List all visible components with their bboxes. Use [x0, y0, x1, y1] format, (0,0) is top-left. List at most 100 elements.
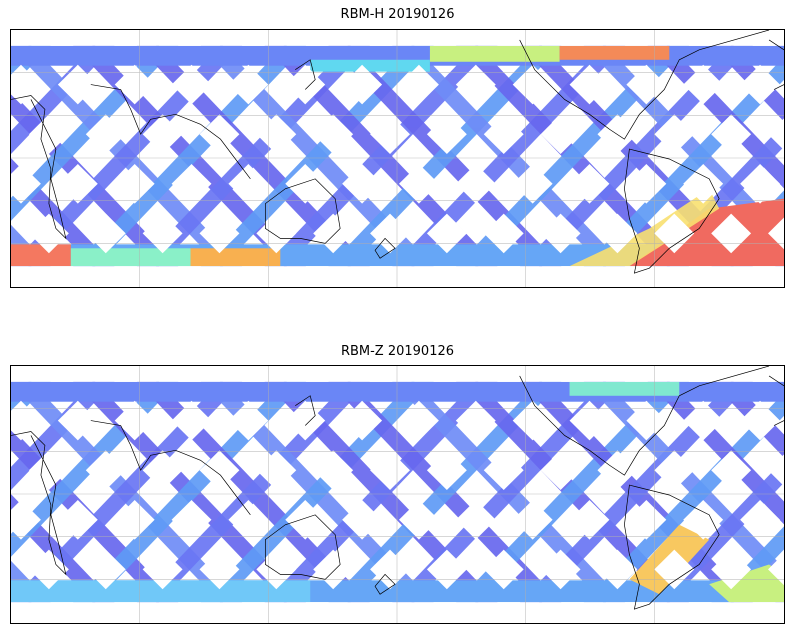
coverage-gap — [711, 450, 752, 491]
orbit-swath — [200, 45, 434, 267]
coverage-gap — [28, 450, 69, 491]
coverage-gap — [285, 400, 326, 441]
coverage-gap — [342, 64, 383, 105]
coverage-gap — [57, 499, 98, 540]
coast-africa — [11, 431, 67, 576]
coverage-gap — [114, 400, 155, 441]
coverage-gap — [11, 163, 41, 204]
cool-region — [569, 381, 680, 396]
orbit-swath — [11, 158, 115, 267]
orbit-swath — [328, 381, 562, 603]
coverage-gap — [57, 400, 98, 441]
panel-title-rbm-h: RBM-H 20190126 — [340, 7, 455, 22]
coverage-gap — [256, 549, 297, 590]
orbit-swath — [200, 381, 434, 603]
coverage-gap — [199, 114, 240, 155]
map-svg-rbm-h — [11, 30, 784, 287]
hot-region — [559, 45, 670, 60]
coast-australia — [264, 514, 341, 580]
coverage-gap — [540, 114, 581, 155]
coast-north-america — [519, 30, 770, 140]
coast-north-america — [519, 366, 770, 476]
warm-region — [569, 188, 720, 267]
coast-japan — [295, 395, 316, 426]
coverage-gap — [426, 549, 467, 590]
coverage-gap — [426, 450, 467, 491]
coverage-gap — [114, 499, 155, 540]
coverage-gap — [11, 400, 41, 441]
coverage-gap — [313, 114, 354, 155]
coast-asia — [90, 84, 251, 180]
coverage-gap — [711, 549, 752, 590]
coverage-gap — [597, 549, 638, 590]
coverage-gap — [455, 400, 496, 441]
coverage-gap — [768, 118, 784, 151]
coverage-gap — [313, 450, 354, 491]
coverage-gap — [654, 114, 695, 155]
coast-south-america — [624, 148, 720, 274]
coverage-gap — [11, 499, 41, 540]
coverage-gap — [57, 64, 98, 105]
hot-region — [190, 248, 281, 267]
coverage-gap — [57, 163, 98, 204]
coverage-gap — [313, 549, 354, 590]
map-svg-rbm-z — [11, 366, 784, 623]
coverage-gap — [285, 64, 326, 105]
coverage-gap — [540, 450, 581, 491]
map-panel-rbm-z — [10, 365, 785, 624]
coast-new-zealand — [374, 237, 396, 259]
coverage-gap — [114, 64, 155, 105]
coverage-gap — [28, 549, 69, 590]
cool-region — [11, 580, 311, 603]
coverage-gap — [370, 450, 410, 491]
coverage-gap — [228, 400, 269, 441]
coverage-gap — [398, 400, 439, 441]
coverage-gap — [768, 553, 784, 586]
coverage-gap — [142, 450, 183, 491]
coverage-gap — [28, 114, 69, 155]
coverage-gap — [142, 114, 183, 155]
coverage-gap — [654, 549, 695, 590]
cool-region — [310, 59, 430, 72]
coverage-gap — [285, 499, 326, 540]
coast-europe — [768, 39, 784, 90]
coverage-gap — [455, 64, 496, 105]
coverage-gap — [342, 163, 383, 204]
gridlines — [11, 366, 784, 623]
orbit-swath — [264, 45, 498, 267]
coast-africa — [11, 95, 67, 240]
coverage-gap — [199, 549, 240, 590]
coverage-gap — [370, 114, 410, 155]
coverage-gap — [342, 499, 383, 540]
coverage-gap — [114, 163, 155, 204]
coverage-gap — [171, 163, 212, 204]
coast-south-america — [624, 484, 720, 610]
coast-australia — [264, 178, 341, 244]
hot-region — [11, 244, 71, 267]
coast-japan — [295, 59, 316, 90]
coverage-gap — [171, 400, 212, 441]
coverage-gap — [768, 217, 784, 250]
coverage-gap — [256, 450, 297, 491]
satellite-swath-layer — [11, 381, 784, 603]
coverage-gap — [540, 549, 581, 590]
coverage-gap — [426, 114, 467, 155]
coverage-gap — [171, 499, 212, 540]
coast-europe — [768, 375, 784, 426]
coverage-gap — [455, 163, 496, 204]
coverage-gap — [342, 400, 383, 441]
warm-region — [70, 248, 191, 267]
satellite-swath-layer — [11, 45, 784, 267]
coast-asia — [90, 420, 251, 516]
coverage-gap — [285, 163, 326, 204]
coastlines — [11, 366, 784, 610]
gridlines — [11, 30, 784, 287]
coverage-gap — [654, 450, 695, 491]
coverage-gap — [171, 64, 212, 105]
coverage-gap — [256, 114, 297, 155]
warm-region — [429, 45, 560, 62]
coverage-gap — [398, 499, 439, 540]
coverage-gap — [199, 450, 240, 491]
coverage-gap — [768, 454, 784, 487]
coverage-gap — [11, 64, 41, 105]
